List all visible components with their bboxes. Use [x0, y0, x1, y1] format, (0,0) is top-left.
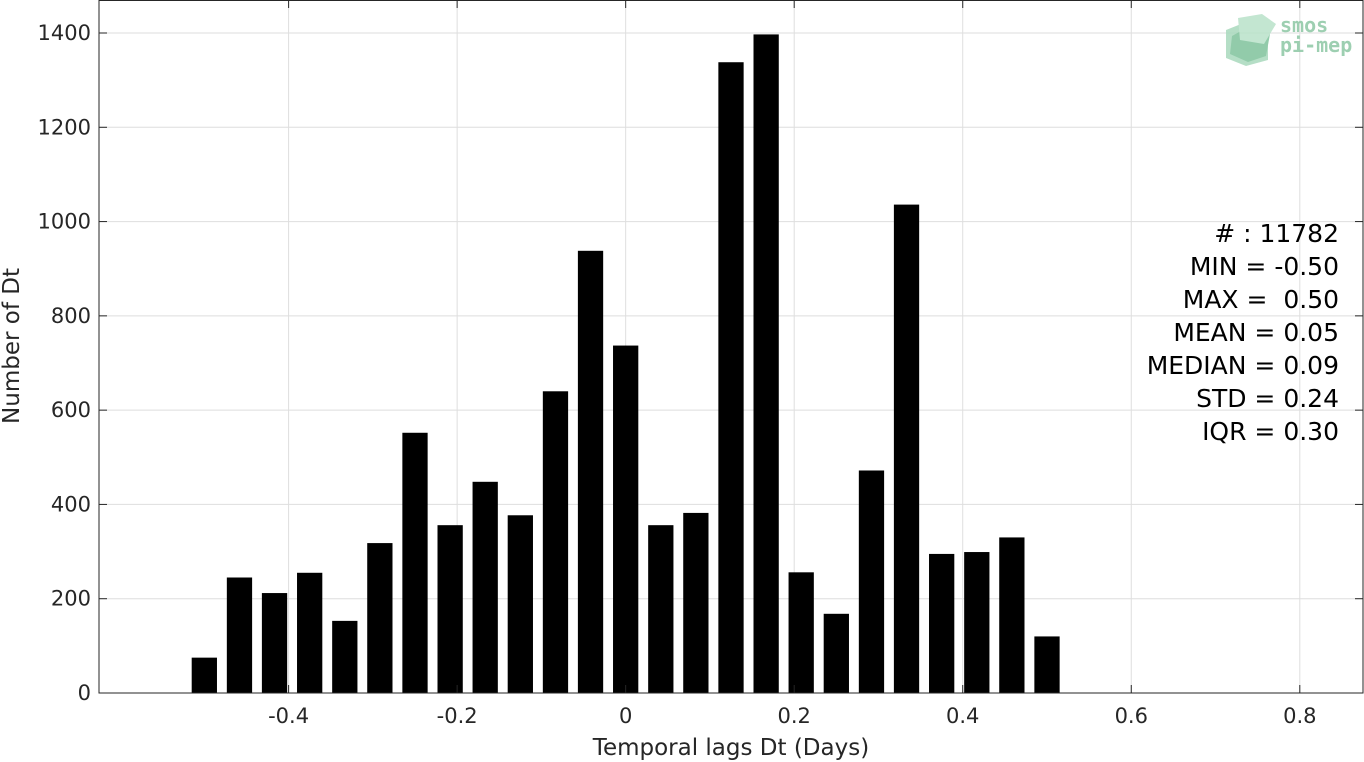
stats-annotation: # : 11782 MIN = -0.50 MAX = 0.50 MEAN = 0.0…	[1147, 219, 1339, 446]
bar	[858, 470, 885, 693]
bars	[191, 34, 1060, 694]
x-tick-label: -0.2	[437, 704, 478, 728]
bar	[226, 577, 253, 693]
stats-line: MEDIAN = 0.09	[1147, 351, 1339, 380]
y-tick-label: 0	[78, 681, 91, 705]
bar	[893, 204, 920, 693]
y-axis-ticks: 0 200 400 600 800 1000 1200 1400	[38, 21, 1363, 705]
bar	[613, 345, 639, 693]
bar	[1034, 636, 1060, 693]
bar	[367, 543, 393, 693]
logo-text-line2: pi-mep	[1280, 33, 1352, 57]
y-tick-label: 1200	[38, 115, 91, 139]
bar	[542, 391, 569, 693]
bar	[507, 515, 533, 693]
stats-line: # : 11782	[1214, 219, 1339, 248]
y-tick-label: 1000	[38, 210, 91, 234]
x-tick-label: 0.6	[1115, 704, 1148, 728]
bar	[929, 553, 955, 693]
y-axis-label: Number of Dt	[0, 268, 25, 424]
y-tick-label: 1400	[38, 21, 91, 45]
x-tick-label: -0.4	[268, 704, 309, 728]
x-axis-label: Temporal lags Dt (Days)	[592, 735, 869, 761]
stats-line: MEAN = 0.05	[1173, 318, 1339, 347]
y-tick-label: 800	[51, 304, 91, 328]
x-tick-label: 0.8	[1283, 704, 1316, 728]
bar	[472, 481, 498, 693]
x-tick-label: 0.2	[777, 704, 810, 728]
smos-pi-mep-logo: smos pi-mep	[1226, 13, 1352, 66]
stats-line: MIN = -0.50	[1190, 252, 1339, 281]
bar	[261, 593, 288, 693]
bar	[577, 250, 604, 694]
y-tick-label: 600	[51, 398, 91, 422]
bar	[964, 552, 990, 693]
x-tick-label: 0	[619, 704, 632, 728]
bar	[297, 572, 323, 693]
bar	[823, 613, 849, 693]
bar	[753, 34, 779, 693]
bar	[437, 525, 463, 693]
bar	[683, 512, 709, 693]
bar	[718, 62, 744, 693]
bar	[402, 432, 428, 693]
logo-text-line1: smos	[1280, 13, 1328, 37]
stats-line: MAX = 0.50	[1183, 285, 1339, 314]
x-axis-ticks: -0.4 -0.2 0 0.2 0.4 0.6 0.8	[268, 0, 1317, 728]
bar	[648, 525, 674, 693]
logo-mark-icon	[1226, 14, 1276, 66]
plot-frame	[98, 0, 1364, 694]
y-tick-label: 400	[51, 492, 91, 516]
y-tick-label: 200	[51, 587, 91, 611]
bar	[999, 537, 1025, 693]
stats-line: IQR = 0.30	[1202, 417, 1339, 446]
bar	[332, 620, 358, 693]
bar	[191, 657, 217, 693]
bar	[788, 572, 814, 693]
x-tick-label: 0.4	[946, 704, 979, 728]
stats-line: STD = 0.24	[1196, 384, 1339, 413]
